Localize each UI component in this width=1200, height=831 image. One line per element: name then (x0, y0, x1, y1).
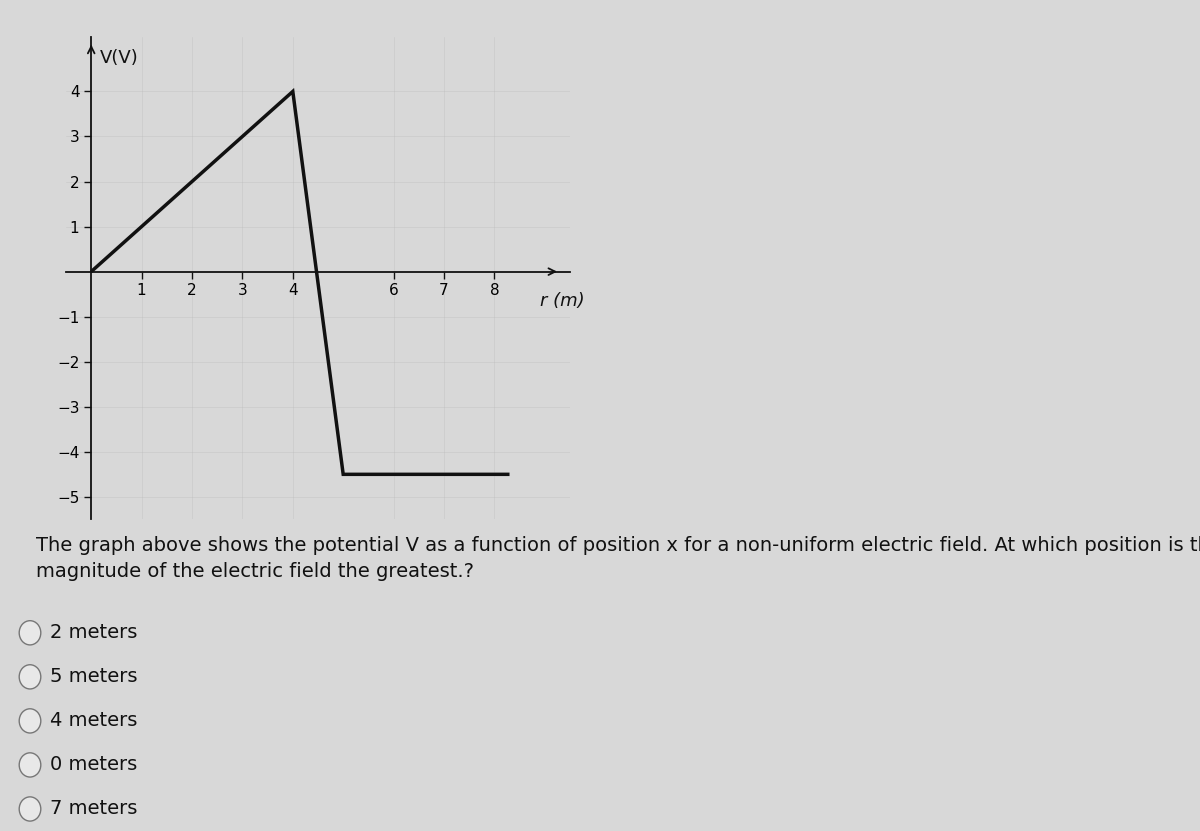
Text: 0 meters: 0 meters (50, 755, 138, 774)
Text: 4 meters: 4 meters (50, 711, 138, 730)
Ellipse shape (19, 665, 41, 689)
Text: 7 meters: 7 meters (50, 799, 138, 819)
Text: V(V): V(V) (101, 49, 139, 66)
Ellipse shape (19, 797, 41, 821)
Text: The graph above shows the potential V as a function of position x for a non-unif: The graph above shows the potential V as… (36, 536, 1200, 582)
Ellipse shape (19, 621, 41, 645)
Ellipse shape (19, 709, 41, 733)
Text: 2 meters: 2 meters (50, 623, 138, 642)
Text: r (m): r (m) (540, 292, 584, 310)
Text: 5 meters: 5 meters (50, 667, 138, 686)
Ellipse shape (19, 753, 41, 777)
